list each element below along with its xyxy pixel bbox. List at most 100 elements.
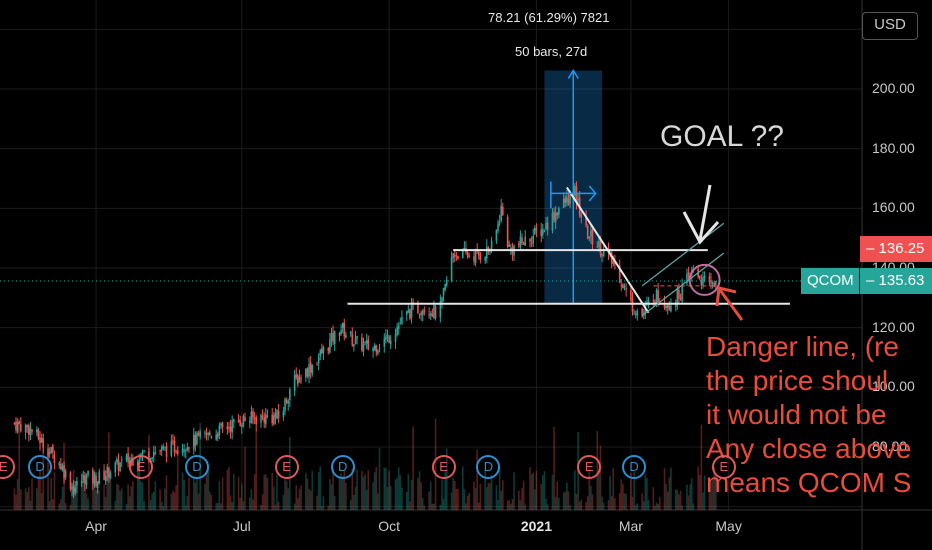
- candle-body: [562, 198, 565, 208]
- volume-bar: [106, 473, 109, 510]
- volume-bar: [322, 496, 325, 510]
- candle-body: [321, 348, 323, 354]
- volume-bar: [37, 476, 40, 510]
- earnings-marker[interactable]: E: [274, 455, 299, 479]
- candle-body: [423, 309, 426, 313]
- volume-bar: [612, 468, 615, 510]
- currency-button[interactable]: USD: [862, 12, 918, 40]
- volume-bar: [271, 473, 274, 510]
- volume-bar: [249, 497, 251, 510]
- candle-body: [226, 426, 229, 430]
- candle-body: [497, 223, 499, 232]
- volume-bar: [654, 505, 656, 510]
- candle-body: [194, 435, 197, 446]
- candle-body: [338, 333, 341, 336]
- volume-bar: [353, 495, 355, 510]
- candle-body: [40, 437, 43, 443]
- dividend-marker[interactable]: D: [184, 455, 209, 479]
- dividend-marker[interactable]: D: [330, 455, 355, 479]
- earnings-marker[interactable]: E: [577, 455, 602, 479]
- candle-body: [58, 463, 61, 466]
- volume-bar: [397, 467, 400, 510]
- candle-body: [711, 282, 714, 284]
- volume-bar: [277, 502, 280, 510]
- volume-bar: [530, 474, 533, 510]
- volume-bar: [513, 472, 515, 510]
- earnings-marker[interactable]: E: [128, 455, 153, 479]
- candle-body: [183, 449, 185, 451]
- candle-body: [341, 323, 344, 328]
- volume-bar: [588, 468, 591, 510]
- candle-body: [349, 331, 352, 334]
- volume-bar: [341, 476, 344, 510]
- x-tick-label: Apr: [85, 518, 107, 534]
- candle-body: [489, 250, 491, 253]
- volume-bar: [96, 487, 99, 510]
- candle-body: [160, 446, 163, 451]
- volume-bar: [340, 473, 342, 510]
- volume-bar: [450, 492, 453, 510]
- volume-bar: [92, 482, 94, 510]
- volume-bar: [487, 482, 490, 510]
- volume-bar: [273, 486, 275, 510]
- candle-body: [231, 420, 233, 433]
- volume-bar: [489, 483, 491, 510]
- candle-body: [205, 433, 208, 436]
- candle-body: [397, 325, 400, 330]
- volume-bar: [175, 485, 177, 510]
- candle-body: [42, 438, 45, 448]
- candle-body: [409, 309, 411, 319]
- candle-body: [84, 475, 86, 484]
- candle-body: [308, 364, 310, 377]
- volume-bar: [29, 500, 32, 510]
- volume-bar: [250, 489, 253, 510]
- volume-bar: [389, 486, 392, 510]
- candle-body: [96, 481, 99, 489]
- volume-bar: [620, 479, 623, 510]
- volume-bar: [401, 487, 403, 510]
- volume-bar: [119, 490, 121, 510]
- volume-bar: [298, 489, 301, 510]
- volume-bar: [569, 505, 571, 510]
- candle-body: [394, 334, 397, 342]
- volume-bar: [386, 487, 389, 510]
- candle-body: [152, 452, 155, 458]
- volume-bar: [140, 481, 142, 510]
- candle-body: [330, 333, 333, 341]
- candle-body: [15, 421, 17, 431]
- candle-body: [261, 415, 264, 417]
- candle-body: [340, 329, 342, 334]
- earnings-marker[interactable]: E: [0, 455, 16, 479]
- candle-body: [329, 339, 331, 354]
- volume-bar: [349, 499, 352, 510]
- earnings-marker[interactable]: E: [711, 455, 736, 479]
- drawings: [0, 181, 862, 321]
- candle-body: [407, 309, 410, 313]
- dividend-marker[interactable]: D: [622, 455, 647, 479]
- candle-body: [431, 313, 434, 317]
- candle-body: [148, 451, 150, 459]
- candle-body: [333, 330, 336, 344]
- volume-bar: [642, 501, 645, 510]
- volume-bar: [575, 493, 578, 510]
- volume-bar: [287, 488, 290, 510]
- volume-bar: [529, 467, 531, 510]
- volume-bar: [484, 469, 486, 510]
- goal-annotation: GOAL ??: [660, 120, 784, 153]
- candle-body: [354, 337, 357, 344]
- dividend-marker[interactable]: D: [28, 455, 53, 479]
- volume-bar: [457, 488, 459, 510]
- candle-body: [351, 333, 354, 346]
- dividend-marker[interactable]: D: [476, 455, 501, 479]
- volume-bar: [375, 467, 378, 510]
- measure-arrow-head: [567, 69, 579, 79]
- candle-body: [625, 288, 627, 290]
- candle-body: [305, 368, 307, 378]
- candle-body: [545, 222, 547, 230]
- volume-bar: [586, 496, 589, 510]
- candle-body: [530, 243, 533, 245]
- candle-body: [666, 304, 669, 308]
- earnings-marker[interactable]: E: [431, 455, 456, 479]
- candle-body: [418, 314, 421, 316]
